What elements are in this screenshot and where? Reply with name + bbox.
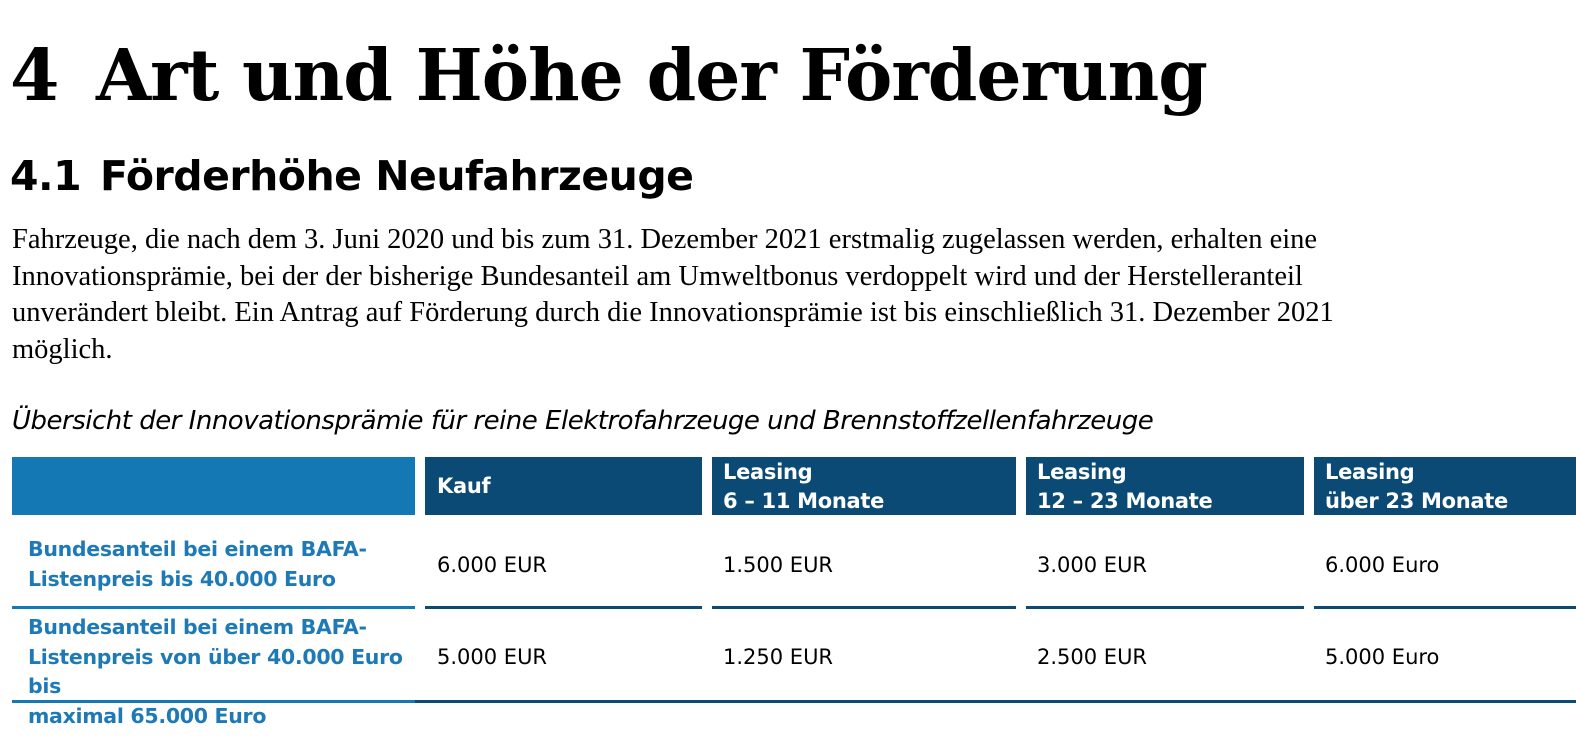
table-cell: 1.250 EUR <box>723 645 834 669</box>
table-bottom-rule <box>12 700 415 703</box>
table-cell: 6.000 Euro <box>1325 553 1440 577</box>
header-sublabel: 12 – 23 Monate <box>1037 489 1213 513</box>
row-label-line: Bundesanteil bei einem BAFA- <box>28 537 367 561</box>
header-cell-leasing-over-23 <box>1314 457 1576 515</box>
row-label: Bundesanteil bei einem BAFA- Listenpreis… <box>28 535 408 594</box>
table-cell: 5.000 EUR <box>437 645 548 669</box>
table-cell: 3.000 EUR <box>1037 553 1148 577</box>
header-label: Leasing <box>1037 460 1127 484</box>
header-cell-empty <box>12 457 415 515</box>
header-sublabel: 6 – 11 Monate <box>723 489 885 513</box>
section-heading: 4.1 Förderhöhe Neufahrzeuge <box>10 148 694 204</box>
row-divider <box>425 606 702 609</box>
table-bottom-rule <box>415 700 1576 703</box>
paragraph-line: unverändert bleibt. Ein Antrag auf Förde… <box>12 297 1334 328</box>
header-cell-kauf <box>425 457 702 515</box>
chapter-title: Art und Höhe der Förderung <box>96 33 1208 117</box>
header-label: Leasing <box>723 460 813 484</box>
chapter-heading: 4 Art und Höhe der Förderung <box>10 30 1208 120</box>
header-label: Leasing <box>1325 460 1415 484</box>
paragraph-line: Fahrzeuge, die nach dem 3. Juni 2020 und… <box>12 224 1318 255</box>
row-divider <box>712 606 1016 609</box>
table-caption: Übersicht der Innovationsprämie für rein… <box>12 406 1154 436</box>
table-cell: 5.000 Euro <box>1325 645 1440 669</box>
header-cell-leasing-12-23 <box>1026 457 1304 515</box>
row-divider <box>12 606 415 609</box>
row-label-line: maximal 65.000 Euro <box>28 703 267 728</box>
table-cell: 6.000 EUR <box>437 553 548 577</box>
header-label: Kauf <box>437 474 491 498</box>
chapter-number: 4 <box>10 33 59 117</box>
header-sublabel: über 23 Monate <box>1325 489 1508 513</box>
table-cell: 2.500 EUR <box>1037 645 1148 669</box>
table-cell: 1.500 EUR <box>723 553 834 577</box>
row-label: Bundesanteil bei einem BAFA- Listenpreis… <box>28 613 408 731</box>
row-label-line: Bundesanteil bei einem BAFA- <box>28 615 367 639</box>
row-divider <box>1314 606 1576 609</box>
section-title: Förderhöhe Neufahrzeuge <box>100 152 694 200</box>
header-cell-leasing-6-11 <box>712 457 1016 515</box>
section-number: 4.1 <box>10 152 82 200</box>
row-label-line: Listenpreis von über 40.000 Euro bis <box>28 644 403 699</box>
body-paragraph: Fahrzeuge, die nach dem 3. Juni 2020 und… <box>12 222 1562 368</box>
row-label-line: Listenpreis bis 40.000 Euro <box>28 566 336 591</box>
paragraph-line: Innovationsprämie, bei der der bisherige… <box>12 260 1303 292</box>
paragraph-line: möglich. <box>12 333 113 365</box>
row-divider <box>1026 606 1304 609</box>
